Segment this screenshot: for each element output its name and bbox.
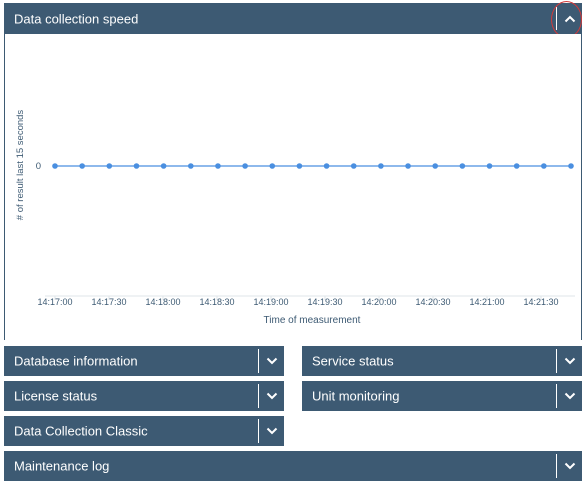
x-tick-label: 14:20:30 bbox=[415, 297, 450, 307]
unit-monitoring-panel[interactable]: Unit monitoring bbox=[302, 381, 582, 411]
collapse-toggle-button[interactable] bbox=[556, 7, 582, 30]
y-tick-label: 0 bbox=[36, 161, 41, 172]
x-tick-label: 14:18:30 bbox=[199, 297, 234, 307]
data-point[interactable] bbox=[541, 163, 547, 169]
x-tick-label: 14:20:00 bbox=[361, 297, 396, 307]
expand-toggle-button[interactable] bbox=[556, 384, 582, 408]
panel-title: License status bbox=[14, 388, 98, 404]
chart-container: 0 14:17:00 14:17:30 14:18:00 14:18:30 14:19:0… bbox=[4, 34, 582, 340]
x-tick-label: 14:21:30 bbox=[523, 297, 558, 307]
data-point[interactable] bbox=[486, 163, 493, 169]
data-collection-speed-header: Data collection speed bbox=[4, 3, 582, 34]
data-point[interactable] bbox=[160, 163, 167, 169]
panel-title: Database information bbox=[14, 353, 138, 369]
service-status-panel[interactable]: Service status bbox=[302, 346, 582, 376]
data-point[interactable] bbox=[459, 163, 466, 169]
y-axis-label: # of result last 15 seconds bbox=[15, 110, 26, 221]
data-point[interactable] bbox=[432, 163, 439, 169]
data-point[interactable] bbox=[133, 163, 140, 169]
data-point[interactable] bbox=[79, 163, 85, 169]
data-point[interactable] bbox=[242, 163, 248, 169]
x-tick-label: 14:17:00 bbox=[37, 297, 72, 307]
panel-title: Unit monitoring bbox=[312, 388, 400, 404]
chevron-down-icon bbox=[266, 392, 277, 400]
panel-title: Service status bbox=[312, 353, 394, 369]
data-point[interactable] bbox=[378, 163, 384, 169]
data-collection-classic-panel[interactable]: Data Collection Classic bbox=[4, 416, 284, 446]
expand-toggle-button[interactable] bbox=[258, 384, 284, 408]
chevron-down-icon bbox=[564, 462, 575, 470]
chevron-down-icon bbox=[564, 357, 575, 365]
expand-toggle-button[interactable] bbox=[258, 419, 284, 443]
data-point[interactable] bbox=[187, 163, 194, 169]
data-point[interactable] bbox=[405, 163, 411, 169]
chevron-up-icon bbox=[564, 15, 575, 22]
database-information-panel[interactable]: Database information bbox=[4, 346, 284, 376]
x-tick-label: 14:18:00 bbox=[145, 297, 180, 307]
license-status-panel[interactable]: License status bbox=[4, 381, 284, 411]
expand-toggle-button[interactable] bbox=[556, 349, 582, 373]
data-point[interactable] bbox=[513, 163, 520, 169]
x-tick-label: 14:17:30 bbox=[91, 297, 126, 307]
data-point[interactable] bbox=[52, 163, 58, 169]
data-point[interactable] bbox=[296, 163, 303, 169]
x-axis-label: Time of measurement bbox=[264, 315, 361, 326]
expand-toggle-button[interactable] bbox=[556, 454, 582, 478]
data-point[interactable] bbox=[215, 163, 221, 169]
data-collection-chart: 0 14:17:00 14:17:30 14:18:00 14:18:30 14:19:0… bbox=[15, 110, 575, 326]
data-point[interactable] bbox=[106, 163, 113, 169]
panel-title: Data Collection Classic bbox=[14, 423, 148, 439]
x-tick-label: 14:19:00 bbox=[253, 297, 288, 307]
maintenance-log-panel[interactable]: Maintenance log bbox=[4, 451, 582, 481]
data-point[interactable] bbox=[323, 163, 330, 169]
data-point[interactable] bbox=[568, 163, 574, 169]
x-tick-label: 14:21:00 bbox=[469, 297, 504, 307]
data-point[interactable] bbox=[269, 163, 276, 169]
chevron-down-icon bbox=[266, 357, 277, 365]
expand-toggle-button[interactable] bbox=[258, 349, 284, 373]
x-tick-label: 14:19:30 bbox=[307, 297, 342, 307]
panel-title: Data collection speed bbox=[14, 11, 139, 26]
panel-title: Maintenance log bbox=[14, 458, 110, 474]
chevron-down-icon bbox=[266, 427, 277, 435]
data-point[interactable] bbox=[350, 163, 357, 169]
chevron-down-icon bbox=[564, 392, 575, 400]
